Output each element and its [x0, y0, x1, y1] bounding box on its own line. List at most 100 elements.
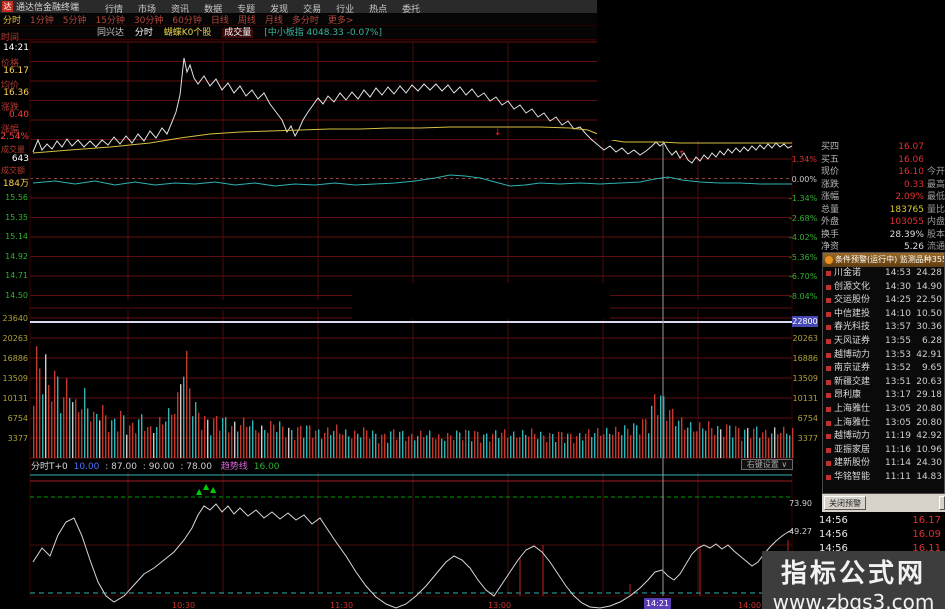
alert-row[interactable]: 上海雅仕 13:05 20.80 — [823, 417, 944, 431]
menu-item-委托[interactable]: 委托 — [402, 5, 421, 15]
alert-row[interactable]: 昂利康 13:17 29.18 — [823, 389, 944, 403]
volume-bar — [156, 426, 158, 458]
volume-bar — [711, 427, 713, 458]
period-item-1分钟[interactable]: 1分钟 — [30, 15, 54, 26]
volume-bar — [363, 427, 365, 458]
menu-item-专题[interactable]: 专题 — [237, 5, 256, 15]
indicator-param-bar[interactable]: 分时T+0 10.00 : 87.00 : 90.00 : 78.00 趋势线 … — [31, 459, 731, 472]
menu-item-交易[interactable]: 交易 — [303, 5, 322, 15]
alert-popup: 条件预警(运行中) 监测品种3558 川金诺 14:53 24.28 创源文化 14:3… — [822, 252, 945, 494]
volume-bar — [501, 432, 503, 458]
alert-dot-icon — [826, 474, 831, 480]
alert-popup-titlebar[interactable]: 条件预警(运行中) 监测品种3558 — [823, 253, 944, 267]
menu-item-数据[interactable]: 数据 — [204, 5, 223, 15]
quote-row[interactable]: 涨跌 0.33 最高 — [818, 179, 945, 191]
volume-bar — [45, 354, 47, 458]
alert-row[interactable]: 上海雅仕 13:05 20.80 — [823, 403, 944, 417]
period-item-分时[interactable]: 分时 — [3, 15, 22, 26]
alert-price: 14.90 — [916, 281, 942, 292]
alert-dot-icon — [826, 311, 831, 317]
alert-stock-name: 上海雅仕 — [834, 417, 871, 428]
close-alert-button[interactable]: 关闭预警 — [824, 496, 866, 510]
quote-row[interactable]: 现价 16.10 今开 — [818, 166, 945, 178]
truncated-button[interactable] — [939, 496, 945, 510]
menu-item-市场[interactable]: 市场 — [138, 5, 157, 15]
alert-row[interactable]: 越博动力 13:53 42.91 — [823, 349, 944, 363]
right-click-settings-tag[interactable]: 右键设置 ∨ — [741, 459, 793, 470]
volume-bar — [705, 430, 707, 458]
readout-label: 时间 — [1, 33, 20, 43]
alert-row[interactable]: 春光科技 13:57 30.36 — [823, 321, 944, 335]
volume-bar — [483, 434, 485, 458]
alert-dot-icon — [826, 434, 831, 440]
alert-row[interactable]: 新疆交建 13:51 20.63 — [823, 376, 944, 390]
volume-bar — [153, 432, 155, 458]
alert-row[interactable]: 南京证券 13:52 9.65 — [823, 362, 944, 376]
readout-label: 均价 — [1, 81, 20, 91]
pct-axis-label: 0.00% — [791, 174, 817, 184]
volume-bar — [789, 435, 791, 458]
quote-label: 换手 — [821, 229, 840, 240]
quote-row[interactable]: 买四 16.07 — [818, 141, 945, 153]
period-item-月线[interactable]: 月线 — [264, 15, 283, 26]
volume-bar — [360, 437, 362, 458]
alert-row[interactable]: 中信建投 14:10 10.50 — [823, 308, 944, 322]
period-item-更多>[interactable]: 更多> — [327, 15, 354, 26]
period-item-周线[interactable]: 周线 — [237, 15, 256, 26]
volume-label[interactable]: 成交量 — [222, 28, 254, 38]
volume-bar — [396, 439, 398, 458]
period-item-60分钟[interactable]: 60分钟 — [172, 15, 202, 26]
alert-row[interactable]: 天风证券 13:55 6.28 — [823, 335, 944, 349]
alert-row[interactable]: 创源文化 14:30 14.90 — [823, 281, 944, 295]
watermark-url: www.zbgs3.com — [772, 590, 935, 609]
period-item-5分钟[interactable]: 5分钟 — [62, 15, 87, 26]
alert-price: 20.80 — [916, 403, 942, 414]
readout-value: 184万 — [2, 179, 29, 189]
alert-row[interactable]: 华铭智能 11:11 14.83 — [823, 471, 944, 485]
redacted-region-top-right — [597, 0, 945, 140]
volume-bar — [78, 412, 80, 458]
index-quote-label[interactable]: [中小板指 4048.33 -0.07%] — [264, 28, 382, 38]
volume-bar — [147, 427, 149, 458]
alert-row[interactable]: 建新股份 11:14 24.30 — [823, 457, 944, 471]
menu-item-热点[interactable]: 热点 — [369, 5, 388, 15]
menu-item-行业[interactable]: 行业 — [336, 5, 355, 15]
volume-bar — [285, 437, 287, 458]
volume-bar — [378, 443, 380, 458]
volume-bar — [663, 396, 665, 458]
volume-bar — [369, 438, 371, 458]
hline-value-chip[interactable]: 22800 — [792, 316, 818, 327]
menu-item-资讯[interactable]: 资讯 — [171, 5, 190, 15]
period-item-15分钟[interactable]: 15分钟 — [95, 15, 125, 26]
alert-time: 13:55 — [885, 335, 911, 346]
time-axis-label: 14:00 — [738, 601, 762, 609]
alert-row[interactable]: 川金诺 14:53 24.28 — [823, 267, 944, 281]
indicator-name-label[interactable]: 蝴蝶K0个股 — [163, 28, 212, 38]
volume-bar — [93, 411, 95, 458]
menu-item-发现[interactable]: 发现 — [270, 5, 289, 15]
alert-row[interactable]: 交运股份 14:25 22.50 — [823, 294, 944, 308]
quote-row[interactable]: 外盘 103055 内盘 — [818, 216, 945, 228]
quote-row[interactable]: 净资 5.26 流通 — [818, 241, 945, 253]
volume-axis-label-right: 10131 — [792, 394, 818, 403]
menu-item-行情[interactable]: 行情 — [105, 5, 124, 15]
period-item-日线[interactable]: 日线 — [210, 15, 229, 26]
alert-dot-icon — [826, 325, 831, 331]
volume-bar — [486, 433, 488, 458]
quote-row[interactable]: 换手 28.39% 股本 — [818, 229, 945, 241]
quote-row[interactable]: 涨幅 2.09% 最低 — [818, 191, 945, 203]
volume-bar — [558, 431, 560, 458]
quote-row[interactable]: 买五 16.06 — [818, 154, 945, 166]
tick-time: 14:56 — [819, 529, 848, 540]
alert-row[interactable]: 亚振家居 11:16 10.96 — [823, 444, 944, 458]
volume-bar — [732, 437, 734, 458]
stock-name[interactable]: 同兴达 — [97, 28, 125, 38]
quote-row[interactable]: 总量 183765 量比 — [818, 204, 945, 216]
period-item-30分钟[interactable]: 30分钟 — [133, 15, 164, 26]
volume-bar — [717, 426, 719, 458]
period-item-多分时[interactable]: 多分时 — [291, 15, 319, 26]
quote-sub-label: 量比 — [927, 204, 945, 215]
alert-row[interactable]: 越博动力 11:19 42.92 — [823, 430, 944, 444]
volume-bar — [636, 425, 638, 458]
quote-sub-label: 最高 — [927, 179, 945, 190]
